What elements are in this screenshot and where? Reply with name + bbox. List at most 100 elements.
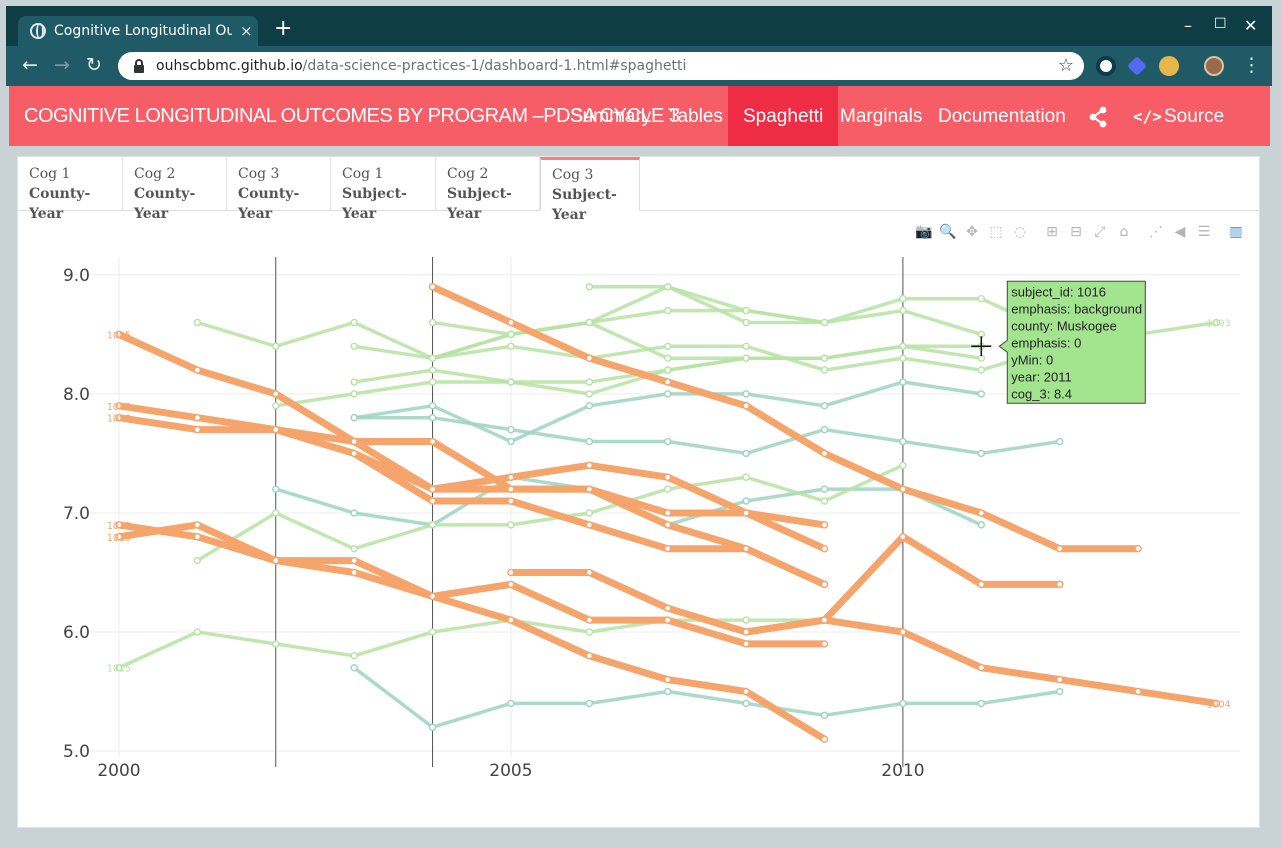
browser-tab[interactable]: Cognitive Longitudinal Outcomes × (18, 16, 258, 46)
data-point (428, 521, 437, 529)
data-point (507, 521, 515, 529)
subtab-cog3-county-year[interactable]: Cog 3 County-Year (227, 157, 331, 222)
data-point (507, 568, 515, 577)
reload-button[interactable]: ↻ (86, 54, 102, 76)
nav-spaghetti[interactable]: Spaghetti (728, 86, 839, 146)
zoom-in-icon[interactable]: ⊞ (1046, 224, 1058, 240)
address-bar[interactable]: ouhscbbmc.github.io/data-science-practic… (118, 52, 1084, 80)
data-point (899, 461, 907, 470)
data-point (115, 414, 123, 422)
data-point (507, 580, 515, 589)
maximize-button[interactable]: ☐ (1214, 16, 1227, 32)
hover-closest-icon[interactable]: ◀ (1174, 224, 1186, 240)
data-point (507, 497, 515, 505)
lock-icon (134, 59, 144, 73)
data-point (820, 402, 829, 410)
browser-menu-icon[interactable]: ⋮ (1242, 54, 1261, 76)
box-select-icon[interactable]: ⬚ (989, 224, 1003, 240)
data-point (899, 437, 907, 446)
series-label: 1004 (1206, 699, 1230, 710)
minimize-button[interactable]: – (1184, 16, 1192, 35)
data-point (115, 402, 123, 410)
data-point (820, 485, 829, 493)
back-button[interactable]: ← (22, 54, 38, 76)
y-tick-label: 6.0 (63, 623, 90, 643)
series-line (742, 616, 1220, 707)
data-point (115, 533, 123, 541)
reset-axes-icon[interactable]: ⌂ (1119, 224, 1129, 240)
bookmark-star-icon[interactable]: ☆ (1057, 55, 1074, 76)
navbar-brand[interactable]: COGNITIVE LONGITUDINAL OUTCOMES BY PROGR… (24, 105, 680, 127)
tooltip-line: emphasis: background (1011, 301, 1142, 316)
data-point (193, 366, 202, 374)
data-point (350, 390, 358, 398)
spike-lines-icon[interactable]: ⋰ (1149, 224, 1163, 240)
close-window-button[interactable]: ✕ (1244, 16, 1258, 35)
data-point (664, 437, 672, 446)
nav-source-code[interactable]: Source Code (1164, 106, 1225, 189)
github-extension-icon[interactable] (1096, 56, 1116, 76)
subtab-cog2-county-year[interactable]: Cog 2 County-Year (123, 157, 227, 222)
data-point (1055, 437, 1064, 446)
extension-icon[interactable] (1127, 56, 1147, 76)
subtab-line1: Cog 2 (134, 166, 176, 182)
camera-icon[interactable]: 📷 (915, 224, 933, 240)
data-point (820, 425, 829, 434)
series-line (430, 285, 984, 337)
data-point (428, 628, 437, 636)
data-point (115, 330, 123, 339)
forward-button[interactable]: → (54, 54, 70, 76)
series-g8 (585, 283, 829, 327)
data-point (428, 497, 437, 505)
autoscale-icon[interactable]: ⤢ (1094, 224, 1106, 240)
tab-close-icon[interactable]: × (240, 22, 253, 40)
series-1008: 1008 (107, 414, 829, 553)
data-point (820, 735, 829, 743)
series-line (195, 463, 905, 563)
subtab-line2: County-Year (134, 186, 196, 222)
code-icon: </> (1133, 107, 1162, 126)
pan-icon[interactable]: ✥ (966, 224, 978, 240)
data-point (193, 414, 202, 422)
subtab-cog1-subject-year[interactable]: Cog 1 Subject-Year (331, 157, 436, 222)
data-point (742, 354, 750, 362)
share-icon[interactable] (1087, 106, 1109, 128)
data-point (820, 354, 829, 362)
series-line (352, 415, 1062, 456)
subtab-cog3-subject-year[interactable]: Cog 3 Subject-Year (540, 157, 640, 223)
subtab-cog1-county-year[interactable]: Cog 1 County-Year (18, 157, 123, 222)
tooltip-line: year: 2011 (1011, 369, 1071, 384)
data-point (585, 521, 594, 529)
series-label: 1093 (1206, 318, 1230, 329)
profile-avatar[interactable] (1204, 56, 1224, 76)
data-point (1134, 544, 1142, 553)
lasso-icon[interactable]: ◌ (1013, 224, 1027, 240)
subtab-line2: Subject-Year (447, 186, 512, 222)
owl-extension-icon[interactable] (1159, 56, 1179, 76)
data-point (507, 616, 515, 624)
zoom-icon[interactable]: 🔍 (939, 224, 957, 240)
data-point (585, 283, 594, 291)
hover-compare-icon[interactable]: ☰ (1197, 224, 1211, 240)
data-point (977, 390, 985, 398)
nav-tables[interactable]: Tables (668, 106, 723, 127)
subtab-cog2-subject-year[interactable]: Cog 2 Subject-Year (436, 157, 540, 222)
nav-documentation[interactable]: Documentation (938, 106, 1066, 127)
url-path: /data-science-practices-1/dashboard-1.ht… (302, 58, 687, 74)
data-point (193, 521, 202, 529)
nav-summary[interactable]: Summary (570, 106, 652, 127)
data-point (507, 699, 515, 708)
tooltip-line: county: Muskogee (1011, 318, 1117, 333)
data-point (350, 509, 358, 517)
new-tab-button[interactable]: + (274, 16, 293, 41)
nav-marginals[interactable]: Marginals (840, 106, 923, 127)
data-point (664, 283, 672, 291)
data-point (742, 402, 750, 410)
data-point (115, 664, 123, 672)
data-point (899, 294, 907, 303)
data-point (507, 378, 515, 386)
zoom-out-icon[interactable]: ⊟ (1070, 224, 1082, 240)
plotly-logo-icon[interactable]: ▥ (1229, 224, 1243, 240)
data-point (428, 354, 437, 362)
